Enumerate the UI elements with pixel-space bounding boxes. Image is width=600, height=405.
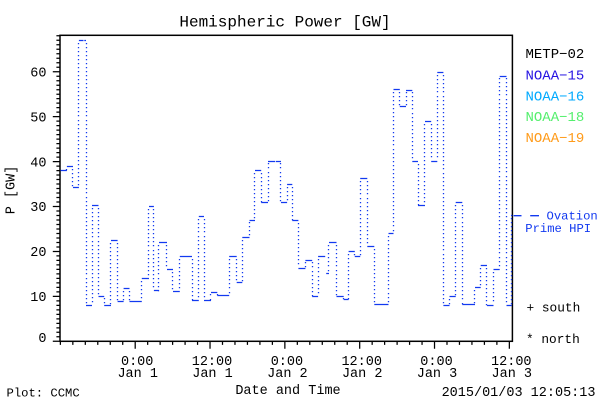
svg-text:12:00: 12:00 bbox=[491, 355, 532, 370]
svg-text:Ovation: Ovation bbox=[547, 210, 598, 224]
svg-text:Jan 1: Jan 1 bbox=[192, 367, 233, 382]
svg-text:30: 30 bbox=[30, 201, 46, 216]
svg-text:0: 0 bbox=[38, 332, 46, 347]
svg-text:NOAA−18: NOAA−18 bbox=[526, 110, 585, 126]
svg-text:0:00: 0:00 bbox=[271, 355, 303, 370]
svg-text:Jan 3: Jan 3 bbox=[417, 367, 458, 382]
svg-text:20: 20 bbox=[30, 246, 46, 261]
svg-text:12:00: 12:00 bbox=[192, 355, 233, 370]
svg-text:40: 40 bbox=[30, 156, 46, 171]
svg-text:50: 50 bbox=[30, 111, 46, 126]
svg-text:Jan 3: Jan 3 bbox=[492, 367, 533, 382]
svg-text:METP−02: METP−02 bbox=[526, 47, 585, 63]
svg-text:Jan 1: Jan 1 bbox=[117, 367, 158, 382]
svg-text:Prime HPI: Prime HPI bbox=[525, 222, 591, 236]
svg-text:NOAA−19: NOAA−19 bbox=[526, 131, 585, 147]
svg-text:0:00: 0:00 bbox=[121, 355, 153, 370]
svg-text:2015/01/03 12:05:13: 2015/01/03 12:05:13 bbox=[442, 386, 596, 400]
svg-text:10: 10 bbox=[30, 291, 46, 306]
svg-text:Hemispheric Power [GW]: Hemispheric Power [GW] bbox=[179, 13, 390, 31]
svg-text:60: 60 bbox=[30, 66, 46, 81]
svg-text:* north: * north bbox=[526, 332, 580, 347]
svg-text:+ south: + south bbox=[527, 301, 581, 316]
svg-text:P [GW]: P [GW] bbox=[5, 166, 20, 215]
svg-text:Jan 2: Jan 2 bbox=[342, 367, 383, 382]
svg-text:NOAA−16: NOAA−16 bbox=[526, 89, 585, 105]
svg-text:0:00: 0:00 bbox=[420, 355, 452, 370]
svg-text:Jan 2: Jan 2 bbox=[267, 367, 308, 382]
svg-text:12:00: 12:00 bbox=[341, 355, 382, 370]
svg-text:NOAA−15: NOAA−15 bbox=[526, 69, 585, 85]
svg-text:Plot: CCMC: Plot: CCMC bbox=[7, 386, 80, 400]
svg-text:Date and Time: Date and Time bbox=[235, 384, 340, 399]
